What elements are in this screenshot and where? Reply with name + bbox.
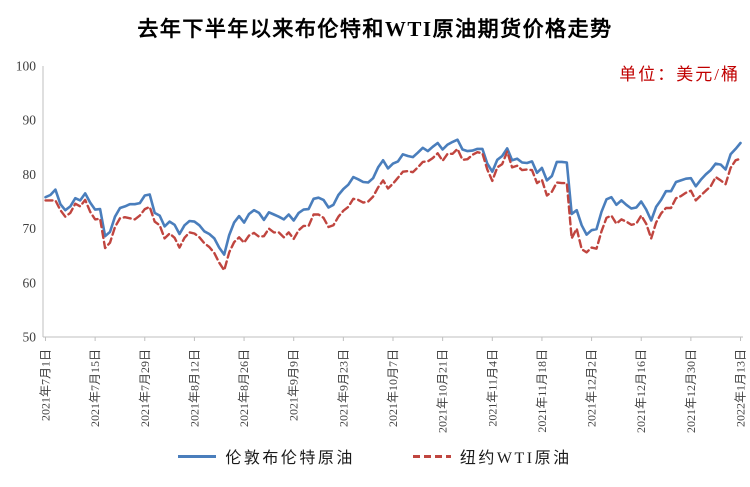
legend-label-wti: 纽约WTI原油	[459, 450, 572, 467]
x-axis-label: 2021年9月9日	[287, 349, 301, 421]
x-axis-label: 2021年11月18日	[535, 349, 549, 433]
x-axis-label: 2021年12月16日	[634, 349, 648, 433]
y-axis-label: 50	[23, 330, 37, 345]
x-axis-label: 2021年9月23日	[336, 349, 350, 427]
y-axis-label: 70	[23, 221, 37, 236]
unit-label: 单位：美元/桶	[619, 65, 740, 84]
brent-line	[44, 138, 742, 256]
x-axis-label: 2021年10月21日	[436, 349, 450, 433]
legend-item-brent: 伦敦布伦特原油	[178, 444, 355, 468]
y-axis-label: 100	[16, 59, 37, 74]
y-axis-label: 60	[23, 275, 37, 290]
x-axis-label: 2021年10月7日	[386, 349, 400, 427]
wti-line-sample	[412, 454, 451, 458]
chart-title: 去年下半年以来布伦特和WTI原油期货价格走势	[137, 17, 613, 41]
x-axis-label: 2021年12月30日	[684, 349, 698, 433]
x-axis-label: 2021年11月4日	[485, 349, 499, 427]
x-axis-label: 2021年7月15日	[88, 349, 102, 427]
x-axis-label: 2021年8月26日	[237, 349, 251, 427]
y-axis-label: 90	[23, 113, 37, 128]
x-axis-label: 2021年7月1日	[38, 349, 52, 421]
y-axis-label: 80	[23, 167, 37, 182]
x-axis-label: 2022年1月13日	[734, 349, 748, 427]
x-axis-label: 2021年12月2日	[585, 349, 599, 427]
brent-line-sample	[178, 454, 217, 458]
legend-item-wti: 纽约WTI原油	[412, 444, 572, 468]
chart-legend: 伦敦布伦特原油 纽约WTI原油	[0, 444, 750, 468]
x-axis-label: 2021年7月29日	[138, 349, 152, 427]
x-axis-label: 2021年8月12日	[187, 349, 201, 427]
legend-label-brent: 伦敦布伦特原油	[225, 450, 355, 467]
wti-line	[44, 147, 742, 272]
